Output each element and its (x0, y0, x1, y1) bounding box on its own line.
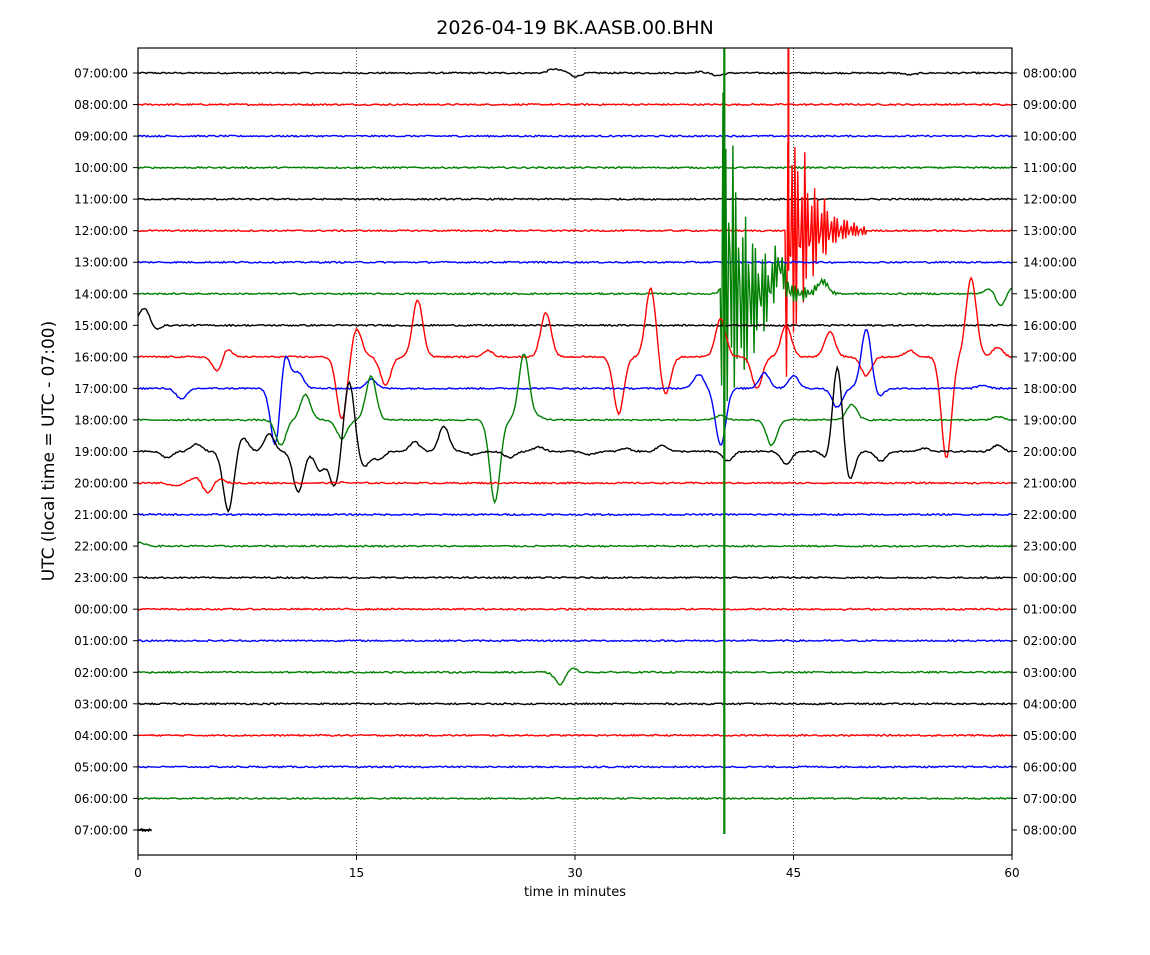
trace-line (137, 638, 1013, 643)
x-tick-label: 0 (134, 866, 142, 880)
right-axis-labels: 08:00:00 09:00:00 10:00:00 11:00:00 12:00:00… (1012, 67, 1077, 837)
trace-line (137, 512, 1013, 517)
right-time-label: 16:00:00 (1023, 319, 1077, 333)
x-tick-label: 60 (1004, 866, 1019, 880)
left-time-label: 06:00:00 (74, 792, 128, 806)
right-time-label: 10:00:00 (1023, 130, 1077, 144)
grid (356, 48, 794, 855)
left-time-label: 15:00:00 (74, 319, 128, 333)
trace-line (137, 607, 1013, 611)
trace-line (137, 667, 1013, 686)
right-time-label: 22:00:00 (1023, 508, 1077, 522)
right-time-label: 23:00:00 (1023, 540, 1077, 554)
trace-line (137, 765, 1013, 769)
trace-line (137, 541, 1013, 548)
right-time-label: 08:00:00 (1023, 823, 1077, 837)
trace-line (137, 827, 152, 833)
right-time-label: 21:00:00 (1023, 477, 1077, 491)
trace-line (138, 276, 1013, 458)
right-time-label: 06:00:00 (1023, 760, 1077, 774)
trace-line (137, 476, 1013, 494)
right-time-label: 07:00:00 (1023, 792, 1077, 806)
right-time-label: 17:00:00 (1023, 350, 1077, 364)
left-time-label: 03:00:00 (74, 697, 128, 711)
trace-line (137, 796, 1013, 801)
left-time-label: 14:00:00 (74, 287, 128, 301)
x-axis-label: time in minutes (524, 885, 626, 900)
right-time-label: 15:00:00 (1023, 287, 1077, 301)
trace-line (137, 134, 1013, 138)
left-time-label: 04:00:00 (74, 729, 128, 743)
trace-line (137, 702, 1013, 706)
right-time-label: 02:00:00 (1023, 634, 1077, 648)
left-time-label: 01:00:00 (74, 634, 128, 648)
left-time-label: 16:00:00 (74, 350, 128, 364)
right-time-label: 01:00:00 (1023, 603, 1077, 617)
left-time-label: 05:00:00 (74, 760, 128, 774)
left-time-label: 08:00:00 (74, 98, 128, 112)
trace-line (137, 92, 1013, 485)
trace-line (137, 733, 1013, 738)
left-time-label: 09:00:00 (74, 130, 128, 144)
trace-line (137, 141, 1013, 377)
right-time-label: 09:00:00 (1023, 98, 1077, 112)
chart-title: 2026-04-19 BK.AASB.00.BHN (436, 17, 713, 39)
trace-line (137, 68, 1013, 78)
x-tick-label: 45 (786, 866, 801, 880)
left-time-label: 17:00:00 (74, 382, 128, 396)
left-time-label: 12:00:00 (74, 224, 128, 238)
right-time-label: 18:00:00 (1023, 382, 1077, 396)
right-time-label: 20:00:00 (1023, 445, 1077, 459)
trace-line (138, 353, 1013, 505)
right-time-label: 14:00:00 (1023, 256, 1077, 270)
trace-line (137, 329, 1013, 446)
trace-line (137, 197, 1013, 201)
trace-line (137, 575, 1012, 580)
left-axis-labels: 07:00:00 08:00:00 09:00:00 10:00:00 11:00:00… (74, 67, 138, 837)
right-time-label: 08:00:00 (1023, 67, 1077, 81)
x-tick-label: 30 (567, 866, 582, 880)
right-time-label: 19:00:00 (1023, 413, 1077, 427)
x-axis-ticks: 0 15 30 45 60 (134, 855, 1020, 880)
right-time-label: 13:00:00 (1023, 224, 1077, 238)
left-time-label: 00:00:00 (74, 603, 128, 617)
trace-line (137, 102, 1013, 107)
y-axis-label: UTC (local time = UTC - 07:00) (39, 321, 59, 581)
left-time-label: 11:00:00 (74, 193, 128, 207)
left-time-label: 07:00:00 (74, 67, 128, 81)
trace-line (137, 165, 1013, 170)
left-time-label: 22:00:00 (74, 540, 128, 554)
traces (137, 48, 1013, 834)
right-time-label: 00:00:00 (1023, 571, 1077, 585)
left-time-label: 19:00:00 (74, 445, 128, 459)
right-time-label: 04:00:00 (1023, 697, 1077, 711)
right-time-label: 05:00:00 (1023, 729, 1077, 743)
left-time-label: 21:00:00 (74, 508, 128, 522)
right-time-label: 03:00:00 (1023, 666, 1077, 680)
left-time-label: 10:00:00 (74, 161, 128, 175)
left-time-label: 18:00:00 (74, 413, 128, 427)
left-time-label: 13:00:00 (74, 256, 128, 270)
right-time-label: 12:00:00 (1023, 193, 1077, 207)
x-tick-label: 15 (349, 866, 364, 880)
left-time-label: 07:00:00 (74, 823, 128, 837)
trace-line (137, 260, 1013, 264)
left-time-label: 02:00:00 (74, 666, 128, 680)
left-time-label: 20:00:00 (74, 477, 128, 491)
right-time-label: 11:00:00 (1023, 161, 1077, 175)
trace-line (137, 307, 1013, 330)
left-time-label: 23:00:00 (74, 571, 128, 585)
trace-line (137, 364, 1013, 514)
